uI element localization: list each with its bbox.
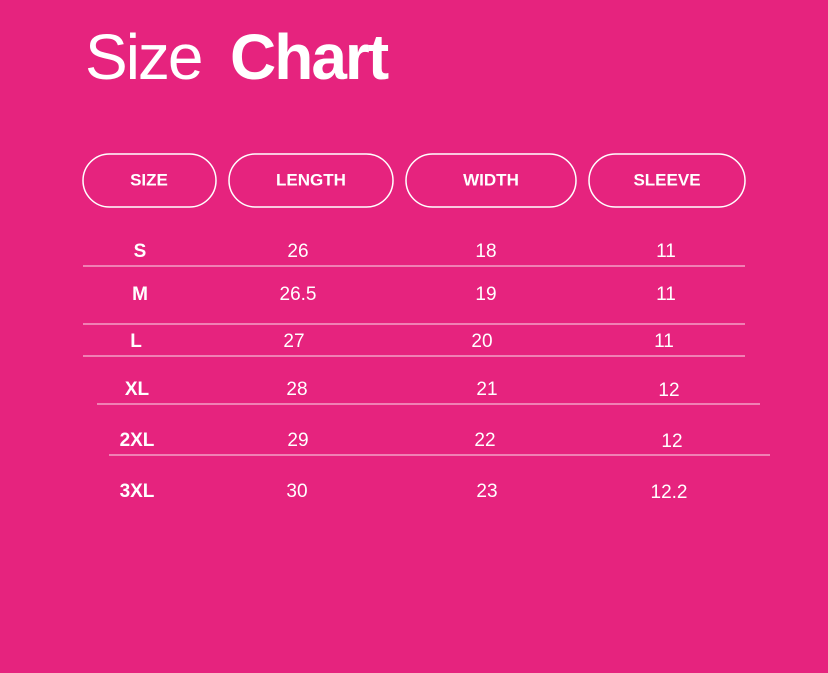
title-light: Size xyxy=(85,21,202,93)
measurement: 28 xyxy=(286,379,307,400)
measurement: 22 xyxy=(474,430,495,451)
header-label: SLEEVE xyxy=(633,170,700,189)
measurement: 12 xyxy=(661,431,682,452)
header-label: LENGTH xyxy=(276,170,346,189)
size-label: 2XL xyxy=(120,430,155,451)
size-label: M xyxy=(132,284,148,305)
measurement: 29 xyxy=(287,430,308,451)
size-label: XL xyxy=(125,379,150,400)
measurement: 11 xyxy=(656,241,676,262)
header-pill xyxy=(82,153,217,208)
title-bold: Chart xyxy=(230,21,389,93)
size-label: 3XL xyxy=(120,481,155,502)
header-pill xyxy=(588,153,746,208)
measurement: 12 xyxy=(658,380,679,401)
measurement: 12.2 xyxy=(651,482,688,503)
size-label: L xyxy=(130,331,142,352)
measurement: 11 xyxy=(654,331,674,352)
measurement: 11 xyxy=(656,284,676,305)
measurement: 23 xyxy=(476,481,497,502)
header-pill xyxy=(405,153,577,208)
header-label: WIDTH xyxy=(463,170,519,189)
measurement: 18 xyxy=(475,241,496,262)
measurement: 26.5 xyxy=(280,284,317,305)
measurement: 20 xyxy=(471,331,492,352)
size-label: S xyxy=(134,241,147,262)
measurement: 21 xyxy=(476,379,497,400)
measurement: 30 xyxy=(286,481,307,502)
measurement: 26 xyxy=(287,241,308,262)
measurement: 27 xyxy=(283,331,304,352)
measurement: 19 xyxy=(475,284,496,305)
header-label: SIZE xyxy=(130,170,168,189)
header-pill xyxy=(228,153,394,208)
